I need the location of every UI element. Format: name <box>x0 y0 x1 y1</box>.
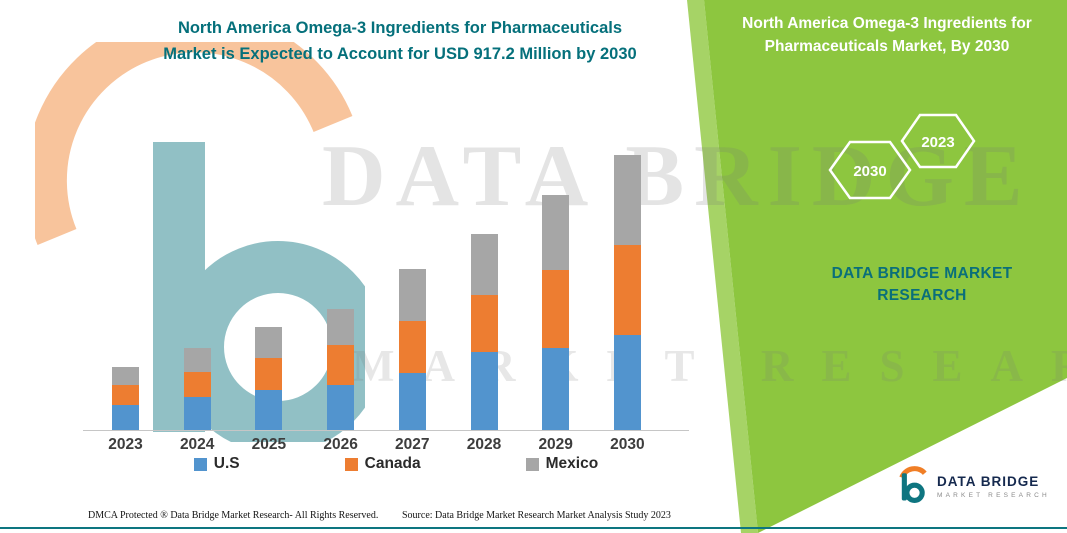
x-axis-label-2023: 2023 <box>108 436 143 453</box>
bar-segment-us-2024 <box>183 397 211 430</box>
x-axis-label-2029: 2029 <box>538 436 573 453</box>
stacked-bar-chart: 2023 2024 2025 2026 2027 2028 2029 2030 <box>83 138 697 453</box>
logo-teal-bowl <box>904 482 925 503</box>
legend-label: Canada <box>364 455 421 472</box>
bar-segment-mexico-2030 <box>613 155 641 245</box>
legend-swatch-icon <box>344 457 358 471</box>
hexagon-2023-label: 2023 <box>921 134 954 151</box>
bar-segment-mexico-2023 <box>112 367 139 386</box>
chart-title-line2: Market is Expected to Account for USD 91… <box>163 44 637 63</box>
bottom-teal-divider <box>0 527 1067 529</box>
x-axis-label-2030: 2030 <box>610 436 645 453</box>
bar-segment-us-2028 <box>470 352 498 430</box>
brand-text-line1: DATA BRIDGE MARKET <box>831 265 1013 282</box>
bar-segment-mexico-2025 <box>255 327 283 359</box>
x-axis-label-2028: 2028 <box>466 436 502 453</box>
x-axis-line <box>83 430 689 431</box>
hexagon-2030-label: 2030 <box>853 163 886 180</box>
bar-segment-canada-2023 <box>112 385 139 406</box>
legend-swatch-icon <box>193 457 207 471</box>
bar-segment-us-2026 <box>327 385 355 430</box>
x-axis-label-2026: 2026 <box>323 436 358 453</box>
bar-segment-canada-2025 <box>255 358 283 391</box>
chart-title-line1: North America Omega-3 Ingredients for Ph… <box>177 19 623 37</box>
legend-label: U.S <box>213 455 240 472</box>
bar-segment-us-2029 <box>542 348 570 430</box>
bar-segment-us-2027 <box>398 373 426 430</box>
legend-item-canada: Canada <box>344 455 421 473</box>
side-panel-title: North America Omega-3 Ingredients for Ph… <box>742 15 1032 56</box>
x-axis-label-2027: 2027 <box>395 436 430 453</box>
bar-segment-canada-2027 <box>398 321 426 374</box>
bar-segment-canada-2029 <box>542 270 570 349</box>
bar-segment-mexico-2029 <box>542 195 570 271</box>
legend-item-us: U.S <box>193 455 240 473</box>
legend-swatch-icon <box>525 457 539 471</box>
bar-segment-us-2025 <box>255 390 283 430</box>
bar-segment-mexico-2027 <box>398 269 426 322</box>
x-axis-label-2024: 2024 <box>179 436 215 453</box>
brand-text-line2: RESEARCH <box>877 286 967 304</box>
bar-segment-canada-2028 <box>470 295 498 353</box>
side-panel-brand-text: DATA BRIDGE MARKET RESEARCH <box>808 263 1036 306</box>
bar-segment-mexico-2026 <box>327 309 355 346</box>
bar-segment-us-2023 <box>112 405 139 430</box>
bar-segment-mexico-2024 <box>183 348 211 373</box>
x-axis-labels-layer: 2023 2024 2025 2026 2027 2028 2029 2030 <box>85 138 697 453</box>
bar-segment-canada-2030 <box>613 244 641 335</box>
hexagon-2030-outline-icon <box>828 140 912 200</box>
company-logo-name: DATA BRIDGE <box>937 473 1040 489</box>
bars-layer <box>85 138 697 430</box>
footer-source-text: Source: Data Bridge Market Research Mark… <box>402 510 671 521</box>
company-logo-text: DATA BRIDGE MARKET RESEARCH <box>937 474 1050 499</box>
green-stripe <box>687 0 758 533</box>
legend-label: Mexico <box>545 455 599 472</box>
hexagon-2023-outline-icon <box>900 113 976 169</box>
company-logo-tagline: MARKET RESEARCH <box>937 491 1050 499</box>
bar-segment-canada-2024 <box>183 372 211 398</box>
bar-segment-canada-2026 <box>327 345 355 386</box>
x-axis-label-2025: 2025 <box>251 436 287 453</box>
legend-item-mexico: Mexico <box>525 455 599 473</box>
chart-legend: U.S Canada Mexico <box>90 455 702 473</box>
company-logo: DATA BRIDGE MARKET RESEARCH <box>895 466 1050 506</box>
company-logo-b-icon <box>899 466 927 503</box>
bar-segment-mexico-2028 <box>470 234 498 296</box>
chart-title: North America Omega-3 Ingredients for Ph… <box>90 16 710 67</box>
bar-segment-us-2030 <box>613 334 641 430</box>
footer-dmca-text: DMCA Protected ® Data Bridge Market Rese… <box>88 510 379 521</box>
